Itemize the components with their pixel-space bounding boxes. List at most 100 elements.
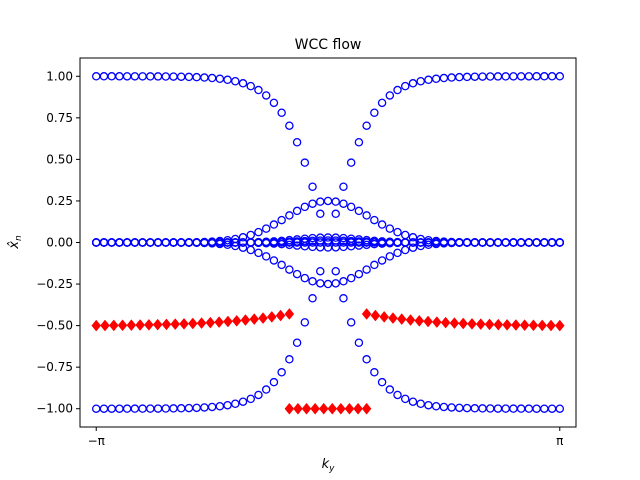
wcc-circle-point [416, 76, 425, 86]
wcc-circle-point [493, 238, 503, 247]
wcc-diamond-point [458, 317, 469, 330]
y-tick-label: −0.50 [36, 319, 73, 333]
wcc-circle-point [223, 75, 232, 85]
wcc-circle-point [277, 260, 286, 270]
wcc-circle-point [462, 238, 472, 247]
wcc-circle-point [408, 243, 418, 252]
wcc-circle-point [408, 233, 418, 242]
wcc-circle-point [138, 72, 147, 81]
wcc-circle-point [316, 209, 325, 219]
wcc-circle-point [532, 404, 541, 413]
wcc-circle-point [354, 338, 364, 348]
wcc-circle-point [362, 211, 371, 220]
wcc-circle-point [107, 404, 116, 413]
wcc-circle-point [285, 211, 294, 220]
wcc-circle-point [439, 73, 449, 83]
wcc-circle-point [246, 394, 255, 404]
wcc-diamond-point [179, 317, 189, 330]
wcc-circle-point [339, 182, 348, 191]
y-axis-label: x̂n [7, 235, 24, 250]
wcc-circle-point [540, 404, 549, 413]
wcc-circle-point [176, 404, 186, 413]
wcc-circle-point [161, 238, 171, 247]
y-tick-label: 0.50 [46, 152, 73, 166]
wcc-diamond-point [554, 319, 565, 332]
wcc-diamond-point [484, 318, 495, 331]
wcc-circle-point [300, 273, 310, 283]
wcc-circle-point [184, 238, 194, 247]
wcc-circle-point [292, 269, 302, 279]
wcc-circle-point [231, 76, 240, 86]
wcc-circle-point [316, 279, 325, 288]
wcc-circle-point [377, 256, 387, 265]
wcc-diamond-point [284, 402, 295, 415]
wcc-diamond-point [318, 402, 329, 415]
wcc-circle-point [169, 72, 178, 81]
wcc-diamond-point [546, 319, 556, 332]
wcc-diamond-point [336, 402, 346, 415]
wcc-circle-point [377, 377, 387, 387]
wcc-circle-point [254, 85, 263, 95]
wcc-circle-point [485, 404, 495, 413]
wcc-circle-point [485, 72, 495, 81]
wcc-circle-point [238, 243, 248, 252]
wcc-circle-point [346, 202, 356, 212]
wcc-circle-point [192, 403, 201, 413]
wcc-circle-point [238, 233, 248, 242]
wcc-circle-point [146, 238, 155, 247]
wcc-circle-point [91, 72, 101, 81]
wcc-diamond-point [440, 316, 451, 329]
wcc-diamond-point [152, 318, 163, 331]
x-tick-label: −π [88, 434, 105, 448]
wcc-circle-point [269, 98, 279, 108]
wcc-circle-point [269, 256, 279, 265]
wcc-diamond-point [414, 314, 425, 327]
wcc-circle-point [393, 238, 402, 247]
wcc-circle-point [401, 230, 410, 240]
wcc-circle-point [215, 74, 225, 84]
wcc-circle-point [130, 238, 140, 247]
wcc-circle-point [408, 238, 418, 247]
wcc-circle-point [130, 72, 140, 81]
wcc-circle-point [501, 404, 510, 413]
wcc-circle-point [540, 72, 549, 81]
wcc-circle-point [346, 318, 356, 327]
wcc-circle-point [115, 404, 124, 413]
wcc-diamond-point [432, 316, 442, 328]
wcc-circle-point [99, 404, 109, 413]
wcc-circle-point [362, 121, 371, 130]
wcc-circle-point [246, 230, 255, 240]
wcc-circle-point [207, 402, 217, 412]
wcc-diamond-point [502, 318, 512, 331]
wcc-circle-point [308, 277, 317, 286]
wcc-circle-point [431, 74, 441, 84]
wcc-circle-point [323, 196, 333, 206]
chart-title: WCC flow [295, 37, 362, 53]
wcc-diamond-point [475, 318, 486, 331]
wcc-diamond-point [249, 313, 260, 326]
wcc-circle-point [331, 197, 340, 206]
wcc-circle-point [285, 355, 294, 364]
wcc-circle-point [316, 266, 325, 276]
wcc-circle-point [246, 238, 255, 247]
wcc-circle-point [540, 238, 549, 247]
y-tick-label: −0.75 [36, 360, 73, 374]
wcc-circle-point [261, 91, 271, 100]
wcc-circle-point [478, 238, 487, 247]
wcc-circle-point [455, 403, 464, 413]
wcc-circle-point [146, 72, 155, 81]
wcc-circle-point [308, 182, 317, 191]
wcc-circle-point [346, 273, 356, 283]
wcc-circle-point [485, 238, 495, 247]
wcc-circle-point [99, 72, 109, 81]
wcc-circle-point [447, 403, 456, 412]
wcc-circle-point [408, 397, 418, 406]
wcc-circle-point [455, 72, 464, 82]
wcc-circle-point [401, 245, 410, 255]
x-tick-label: π [556, 434, 563, 448]
wcc-circle-point [524, 404, 534, 413]
wcc-circle-point [393, 248, 402, 258]
wcc-circle-point [385, 252, 395, 261]
wcc-diamond-point [161, 318, 172, 331]
wcc-circle-point [447, 73, 456, 82]
